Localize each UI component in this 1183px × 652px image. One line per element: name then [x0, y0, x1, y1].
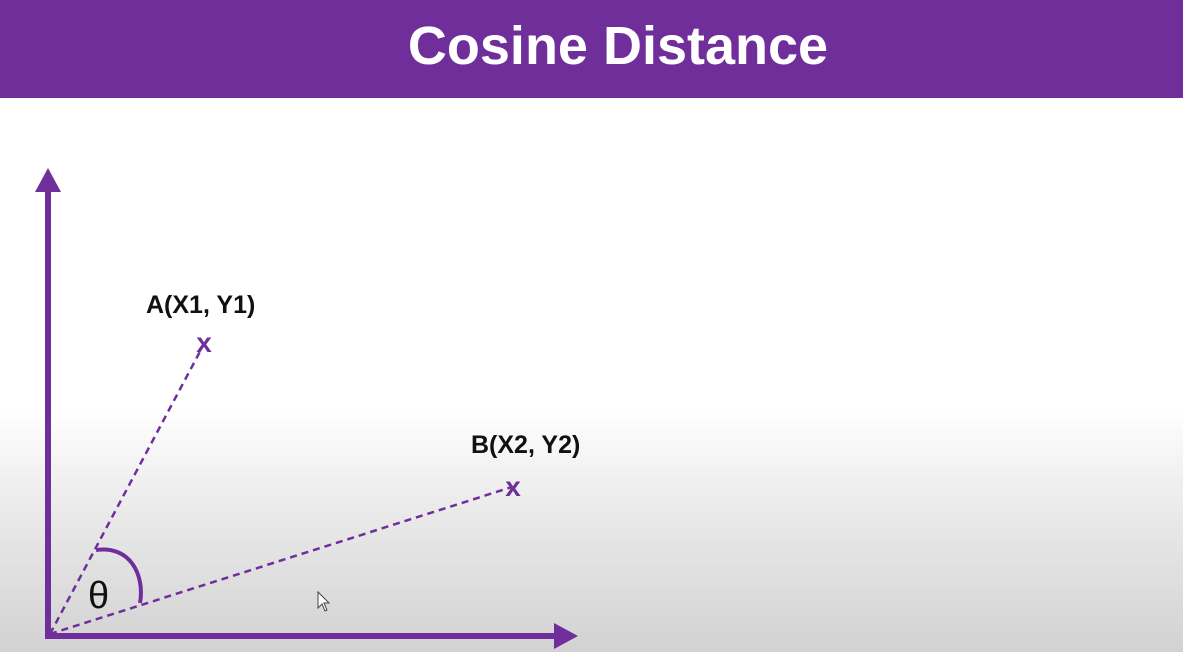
vector-a-line — [48, 343, 206, 635]
mouse-cursor-icon — [317, 590, 331, 612]
angle-label: θ — [88, 575, 109, 617]
slide-title: Cosine Distance — [407, 16, 829, 76]
angle-arc — [95, 547, 143, 604]
point-a-label: A(X1, Y1) — [146, 291, 255, 319]
vector-b-line — [49, 485, 513, 636]
x-axis-arrowhead — [554, 623, 578, 649]
point-b-label: B(X2, Y2) — [471, 431, 580, 459]
point-a-marker: x — [196, 327, 212, 358]
title-bar: Cosine Distance — [0, 0, 1183, 98]
point-b-marker: x — [505, 471, 521, 502]
y-axis-arrowhead — [35, 168, 61, 192]
